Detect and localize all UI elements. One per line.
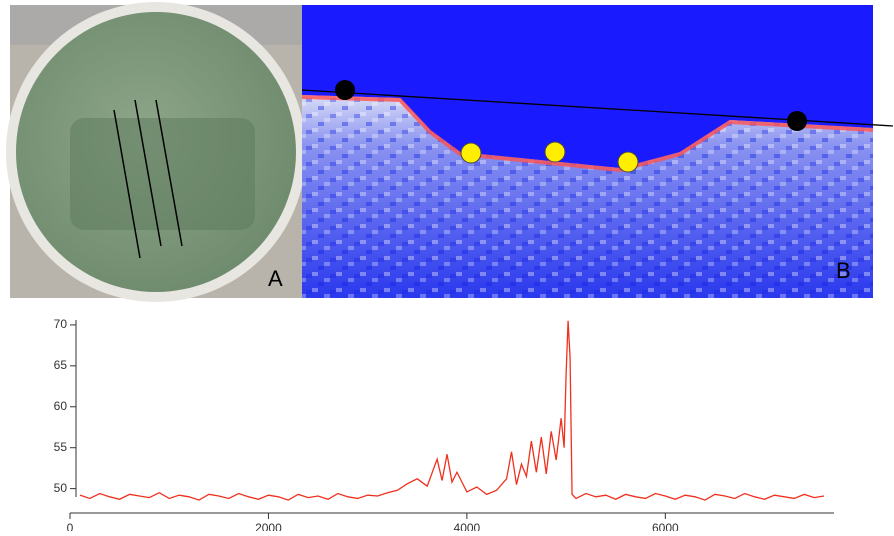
x-tick-label: 0 [67, 521, 74, 531]
x-tick-label: 2000 [255, 521, 282, 531]
line-chart: 50 55 60 65 70 0 2000 4000 6000 [54, 317, 834, 531]
y-tick-label: 50 [54, 481, 68, 495]
y-tick-label: 70 [54, 317, 68, 331]
measure-point [461, 143, 481, 163]
y-tick-label: 60 [54, 399, 68, 413]
x-tick-label: 6000 [652, 521, 679, 531]
x-tick-label: 4000 [454, 521, 481, 531]
panel-label: A [268, 266, 283, 291]
panel-label: B [836, 258, 851, 283]
figure: A B 50 55 60 65 70 0 2000 4000 6000 [0, 0, 894, 531]
y-tick-label: 65 [54, 358, 68, 372]
photo-panel: A [6, 2, 306, 302]
reference-point [787, 111, 807, 131]
oct-panel: B [302, 5, 893, 298]
y-tick-label: 55 [54, 440, 68, 454]
data-line [80, 321, 824, 500]
measure-point [545, 142, 565, 162]
reference-point [335, 80, 355, 100]
measure-point [618, 152, 638, 172]
